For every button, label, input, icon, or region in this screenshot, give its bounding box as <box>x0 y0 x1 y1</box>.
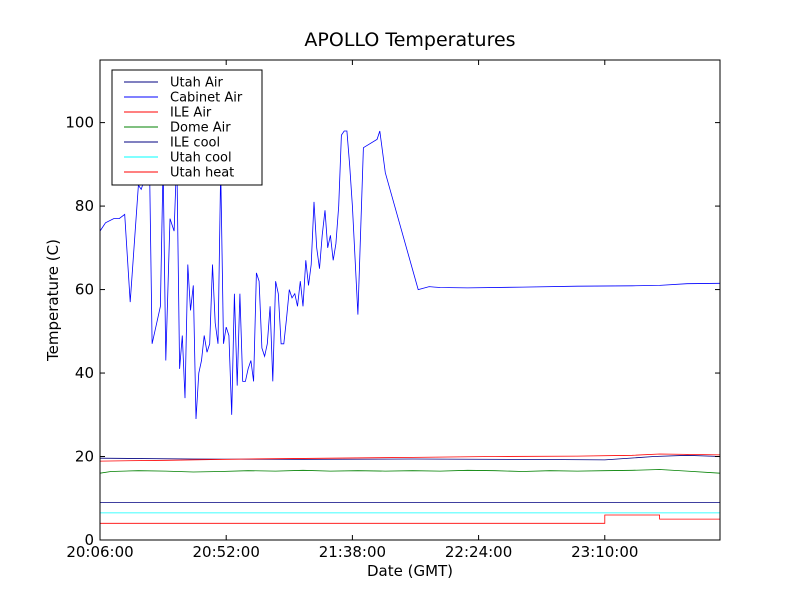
y-tick-label: 80 <box>75 197 94 215</box>
chart-title: APOLLO Temperatures <box>304 29 515 51</box>
x-axis-label: Date (GMT) <box>367 562 453 580</box>
y-tick-label: 100 <box>65 114 94 132</box>
legend-label: Utah Air <box>170 76 223 91</box>
series-line-utah-heat <box>100 514 720 524</box>
y-tick-label: 40 <box>75 364 94 382</box>
legend-label: Utah heat <box>170 166 234 181</box>
x-tick-label: 23:10:00 <box>571 543 638 561</box>
y-tick-label: 20 <box>75 448 94 466</box>
series-line-dome-air <box>99 469 721 474</box>
x-tick-label: 20:06:00 <box>66 543 133 561</box>
legend-label: Dome Air <box>170 121 231 136</box>
legend-label: ILE cool <box>170 136 220 151</box>
x-tick-label: 22:24:00 <box>445 543 512 561</box>
y-axis-label: Temperature (C) <box>44 239 62 362</box>
y-tick-label: 0 <box>84 531 94 549</box>
legend-label: ILE Air <box>170 106 212 121</box>
series-line-ile-air <box>99 453 721 462</box>
y-tick-label: 60 <box>75 281 94 299</box>
x-tick-label: 21:38:00 <box>319 543 386 561</box>
plot-frame <box>99 59 721 541</box>
x-tick-label: 20:52:00 <box>193 543 260 561</box>
axis-ticks: 20:06:00 20:52:00 21:38:00 22:24:00 23:10:00… <box>65 60 720 561</box>
legend-label: Cabinet Air <box>170 91 243 106</box>
legend-label: Utah cool <box>170 151 232 166</box>
